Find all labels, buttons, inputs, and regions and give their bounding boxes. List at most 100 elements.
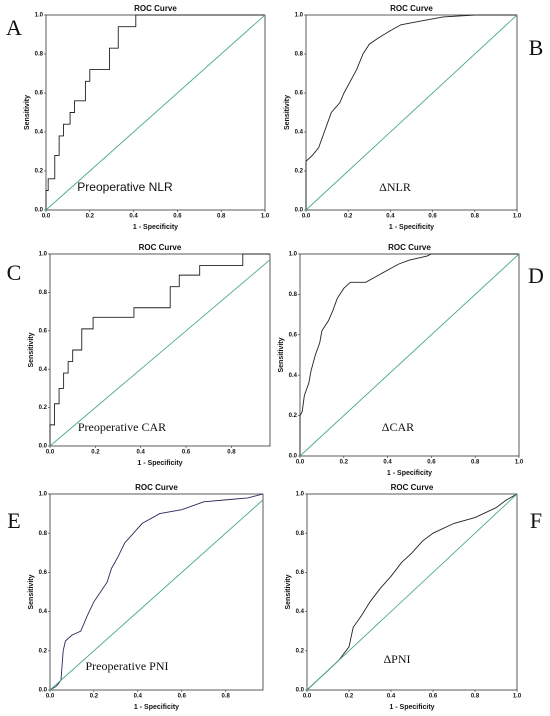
y-tick-label: 0.2 — [39, 648, 48, 654]
panel-label: B — [529, 35, 544, 60]
x-tick-label: 0.2 — [86, 214, 95, 220]
y-tick-label: 0.2 — [39, 405, 48, 411]
x-tick-label: 0.2 — [340, 460, 349, 466]
panel-label: F — [530, 508, 542, 533]
chart-title: ROC Curve — [388, 243, 431, 252]
y-tick-label: 1.0 — [295, 13, 304, 19]
x-tick-label: 0.0 — [46, 694, 55, 700]
annotation: ΔPNI — [383, 652, 410, 666]
x-tick-label: 0.4 — [129, 214, 138, 220]
y-tick-label: 1.0 — [35, 13, 44, 19]
y-tick-label: 0.4 — [296, 609, 305, 615]
y-tick-label: 0.4 — [289, 373, 298, 379]
y-tick-label: 0.4 — [39, 609, 48, 615]
y-tick-label: 1.0 — [289, 252, 298, 258]
x-tick-label: 0.8 — [471, 694, 480, 700]
y-tick-label: 0.6 — [289, 332, 298, 338]
y-tick-label: 0.8 — [289, 292, 298, 298]
y-axis-label: Sensitivity — [28, 574, 35, 609]
y-tick-label: 0.0 — [39, 444, 48, 450]
y-tick-label: 0.8 — [296, 531, 305, 537]
y-tick-label: 0.6 — [35, 91, 44, 97]
x-tick-label: 0.8 — [217, 214, 226, 220]
roc-curve — [299, 253, 519, 456]
annotation: Preoperative PNI — [86, 659, 169, 673]
x-tick-label: 0.4 — [387, 694, 396, 700]
y-tick-label: 0.2 — [35, 169, 44, 175]
y-axis-label: Sensitivity — [278, 337, 285, 372]
x-tick-label: 0.8 — [471, 214, 480, 220]
reference-line — [306, 493, 518, 691]
chart-title: ROC Curve — [135, 483, 178, 492]
chart-title: ROC Curve — [139, 243, 182, 252]
x-tick-label: 0.6 — [178, 694, 187, 700]
y-tick-label: 0.0 — [295, 208, 304, 214]
x-tick-label: 1.0 — [515, 460, 524, 466]
panel-label: E — [7, 508, 20, 533]
x-tick-label: 0.6 — [429, 694, 438, 700]
reference-line — [299, 253, 520, 457]
annotation: ΔCAR — [382, 420, 414, 434]
y-tick-label: 0.6 — [296, 570, 305, 576]
x-tick-label: 0.0 — [42, 214, 51, 220]
y-axis-label: Sensitivity — [284, 95, 291, 130]
reference-line — [305, 14, 518, 211]
x-tick-label: 0.0 — [303, 694, 312, 700]
x-tick-label: 0.8 — [221, 694, 230, 700]
annotation: Preoperative CAR — [78, 420, 166, 434]
y-tick-label: 0.0 — [296, 688, 305, 694]
roc-curve — [49, 493, 264, 691]
chart-title: ROC Curve — [390, 4, 433, 13]
x-tick-label: 0.0 — [46, 450, 55, 456]
x-tick-label: 0.2 — [344, 214, 353, 220]
y-tick-label: 0.0 — [39, 688, 48, 694]
x-tick-label: 0.6 — [427, 460, 436, 466]
chart-title: ROC Curve — [391, 483, 434, 492]
x-tick-label: 1.0 — [513, 214, 522, 220]
y-tick-label: 0.4 — [39, 367, 48, 373]
y-tick-label: 0.2 — [295, 169, 304, 175]
x-tick-label: 0.2 — [345, 694, 354, 700]
x-tick-label: 0.6 — [182, 450, 191, 456]
x-tick-label: 0.6 — [173, 214, 182, 220]
y-axis-label: Sensitivity — [28, 332, 35, 367]
annotation: Preoperative NLR — [77, 180, 173, 194]
x-tick-label: 0.2 — [90, 694, 99, 700]
x-axis-label: 1 - Specificity — [133, 224, 178, 231]
y-tick-label: 0.0 — [289, 454, 298, 460]
y-tick-label: 0.8 — [39, 531, 48, 537]
x-axis-label: 1 - Specificity — [137, 460, 182, 467]
x-tick-label: 1.0 — [513, 694, 522, 700]
roc-curve — [49, 253, 270, 446]
y-tick-label: 0.4 — [295, 130, 304, 136]
x-tick-label: 0.2 — [91, 450, 100, 456]
annotation: ΔNLR — [379, 180, 411, 194]
x-tick-label: 0.0 — [296, 460, 305, 466]
x-tick-label: 0.4 — [134, 694, 143, 700]
y-axis-label: Sensitivity — [24, 95, 31, 130]
x-tick-label: 0.4 — [383, 460, 392, 466]
y-tick-label: 0.4 — [35, 130, 44, 136]
panel-label: A — [6, 15, 22, 40]
y-tick-label: 0.0 — [35, 208, 44, 214]
panel-label: C — [7, 260, 22, 285]
reference-line — [45, 14, 266, 211]
y-tick-label: 1.0 — [39, 252, 48, 258]
plot-frame — [49, 493, 264, 691]
x-axis-label: 1 - Specificity — [389, 224, 434, 231]
panel-label: D — [528, 263, 544, 288]
y-tick-label: 0.6 — [39, 570, 48, 576]
x-axis-label: 1 - Specificity — [134, 704, 179, 711]
y-tick-label: 0.6 — [39, 328, 48, 334]
chart-title: ROC Curve — [134, 4, 177, 13]
reference-line — [49, 499, 264, 691]
x-tick-label: 0.6 — [428, 214, 437, 220]
x-tick-label: 1.0 — [261, 214, 270, 220]
plot-frame — [49, 253, 271, 447]
x-tick-label: 0.8 — [471, 460, 480, 466]
x-tick-label: 0.4 — [137, 450, 146, 456]
roc-curve — [45, 14, 265, 210]
y-tick-label: 0.6 — [295, 91, 304, 97]
y-tick-label: 0.8 — [39, 290, 48, 296]
